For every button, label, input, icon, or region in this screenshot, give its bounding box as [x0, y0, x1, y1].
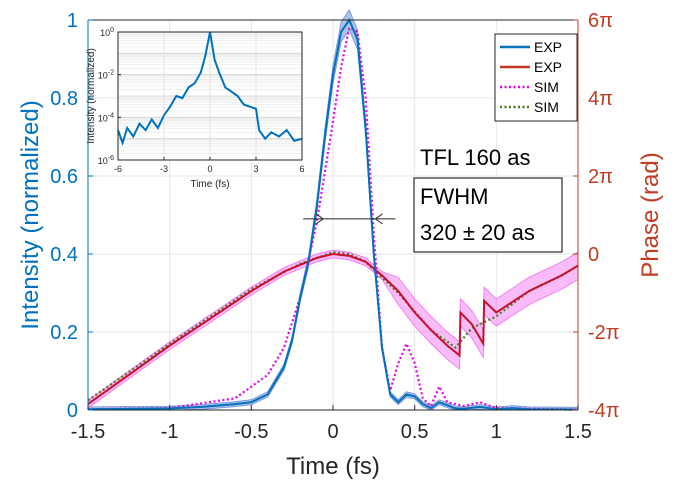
legend: EXP EXP SIM SIM [494, 33, 578, 122]
legend-label: SIM [534, 99, 559, 115]
inset-x-tick-label: 6 [299, 164, 304, 174]
annotations: TFL 160 as FWHM 320 ± 20 as [303, 145, 563, 253]
inset-x-tick-label: -3 [160, 164, 168, 174]
y-right-axis-title: Phase (rad) [637, 152, 664, 277]
x-tick-label: 0 [327, 421, 338, 443]
x-tick-label: -1 [161, 421, 179, 443]
inset-y-tick-base: 10 [98, 113, 108, 123]
inset-y-tick-base: 10 [98, 156, 108, 166]
y-left-axis-title: Intensity (normalized) [17, 100, 44, 329]
series-lines [87, 17, 579, 411]
inset-y-tick-exponent: -4 [108, 112, 114, 119]
y-left-tick-label: 0.2 [50, 322, 78, 344]
legend-label: SIM [534, 79, 559, 95]
y-right-tick-label: 2π [588, 166, 613, 188]
inset-y-tick-exponent: -2 [108, 70, 114, 77]
inset-x-tick-label: -6 [114, 164, 122, 174]
x-tick-label: 1.5 [564, 421, 592, 443]
fwhm-label: FWHM [420, 184, 488, 209]
series-line-exp-phase [87, 252, 579, 405]
y-left-tick-label: 0 [67, 400, 78, 422]
x-tick-label: 0.5 [401, 421, 429, 443]
inset-x-tick-label: 0 [207, 164, 212, 174]
y-left-tick-label: 0.4 [50, 244, 78, 266]
fwhm-box [413, 177, 563, 253]
y-right-tick-label: -4π [588, 400, 620, 422]
main-ticks: -1.5 -1 -0.5 0 0.5 1 1.5 0 0.2 0.4 0.6 0.8 1 6π 4π 2π 0 -… [17, 10, 664, 480]
inset-y-tick-base: 10 [100, 28, 110, 38]
x-tick-label: -1.5 [71, 421, 105, 443]
y-right-tick-label: 6π [588, 10, 613, 32]
series-line-exp-intensity [87, 17, 579, 411]
inset-y-tick-exponent: -6 [108, 155, 114, 162]
inset-y-tick-label: 10-4 [98, 112, 114, 123]
inset-y-tick-base: 10 [98, 71, 108, 81]
series-line-sim-phase [87, 250, 579, 402]
inset-x-tick-label: 3 [253, 164, 258, 174]
y-left-tick-label: 0.8 [50, 88, 78, 110]
y-left-tick-label: 0.6 [50, 166, 78, 188]
fwhm-arrow-right [374, 213, 383, 225]
inset-series-line [117, 31, 303, 147]
y-right-tick-label: 0 [588, 244, 599, 266]
inset-y-tick-label: 10-2 [98, 70, 114, 81]
y-right-tick-label: -2π [588, 322, 620, 344]
x-axis-title: Time (fs) [286, 453, 380, 480]
inset-x-axis-title: Time (fs) [190, 179, 229, 190]
inset-y-axis-title: Intensity (normalized) [86, 48, 97, 144]
inset-y-tick-label: 100 [100, 27, 114, 38]
inset-y-tick-label: 10-6 [98, 155, 114, 166]
x-tick-label: 1 [491, 421, 502, 443]
legend-label: EXP [534, 59, 562, 75]
fwhm-arrow-left [315, 213, 325, 225]
fwhm-value: 320 ± 20 as [420, 220, 535, 245]
legend-label: EXP [534, 39, 562, 55]
y-right-tick-label: 4π [588, 88, 613, 110]
y-left-tick-label: 1 [67, 10, 78, 32]
legend-box [494, 33, 578, 122]
x-tick-label: -0.5 [234, 421, 268, 443]
tfl-annotation: TFL 160 as [420, 145, 530, 170]
inset-y-tick-exponent: 0 [110, 27, 114, 34]
